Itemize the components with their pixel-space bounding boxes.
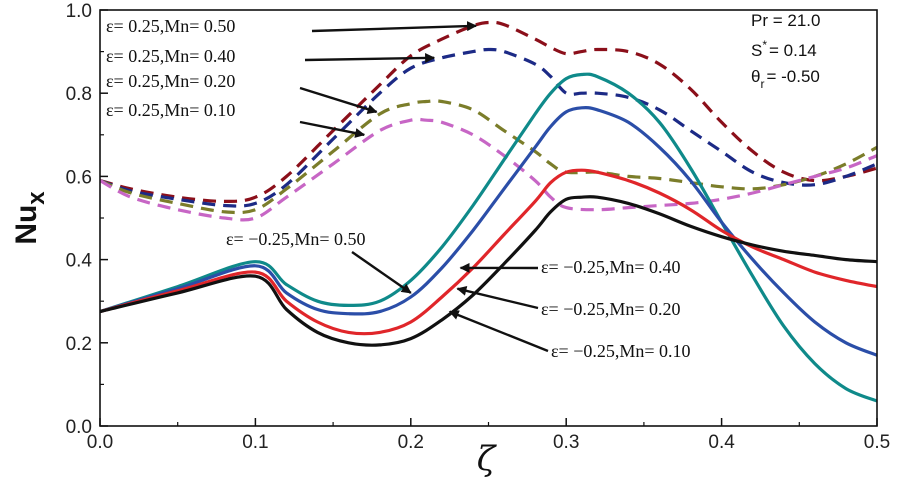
y-tick-label-2: 0.4 — [66, 251, 93, 272]
annotation-arrow-4 — [351, 251, 412, 294]
series-line-4 — [100, 72, 877, 403]
param-theta-sub: r — [760, 77, 764, 91]
y-tick-label-1: 0.2 — [66, 334, 92, 355]
param-pr: Pr = 21.0 — [751, 11, 820, 30]
y-axis-label: Nux — [10, 191, 50, 245]
series-line-6 — [100, 168, 877, 336]
x-axis-label: ζ — [477, 439, 498, 479]
legend-label-eps-pos-mn-050: ε= 0.25,Mn= 0.50 — [106, 16, 235, 36]
annotation-arrow-6 — [456, 285, 539, 310]
x-tick-label-0: 0.0 — [87, 432, 113, 453]
legend-label-eps-neg-mn-040: ε= −0.25,Mn= 0.40 — [541, 257, 681, 277]
x-tick-label-4: 0.4 — [708, 432, 735, 453]
annotation-arrow-3 — [299, 120, 366, 138]
series-line-1 — [100, 47, 877, 208]
y-tick-label-0: 0.0 — [66, 417, 92, 438]
x-tick-label-1: 0.1 — [242, 432, 268, 453]
legend-label-eps-pos-mn-010: ε= 0.25,Mn= 0.10 — [106, 100, 235, 120]
legend-label-eps-neg-mn-010: ε= −0.25,Mn= 0.10 — [551, 341, 691, 361]
y-tick-label-5: 1.0 — [66, 1, 92, 22]
legend-label-eps-neg-mn-020: ε= −0.25,Mn= 0.20 — [541, 299, 681, 319]
param-theta: θr = -0.50 — [751, 67, 820, 91]
legend-label-eps-neg-mn-050: ε= −0.25,Mn= 0.50 — [226, 229, 366, 249]
param-s-symbol: S — [751, 41, 762, 60]
annotation-arrow-7 — [448, 310, 549, 353]
arrow-layer — [299, 21, 549, 353]
series-line-0 — [100, 20, 877, 203]
annotation-arrow-2 — [299, 86, 378, 115]
y-axis-label-main: Nu — [10, 205, 43, 245]
tick-layer: 0.0 0.1 0.2 0.3 0.4 0.5 0.0 0.2 0.4 0.6 0.8 1.0 — [66, 1, 891, 453]
series-line-3 — [100, 117, 877, 222]
legend-label-eps-pos-mn-040: ε= 0.25,Mn= 0.40 — [106, 46, 235, 66]
param-theta-symbol: θ — [751, 67, 760, 86]
legend-label-eps-pos-mn-020: ε= 0.25,Mn= 0.20 — [106, 71, 235, 91]
svg-text:Nux: Nux — [10, 191, 50, 245]
x-tick-label-3: 0.3 — [553, 432, 579, 453]
param-s-sup: * — [762, 38, 767, 52]
y-axis-label-sub: x — [23, 191, 50, 205]
y-tick-label-3: 0.6 — [66, 167, 92, 188]
param-s: S* = 0.14 — [751, 38, 817, 60]
x-tick-label-5: 0.5 — [864, 432, 890, 453]
y-tick-label-4: 0.8 — [66, 84, 92, 105]
series-layer — [100, 20, 877, 403]
series-line-2 — [100, 99, 877, 215]
annotation-arrow-0 — [311, 21, 478, 33]
series-line-7 — [100, 195, 877, 347]
annotation-arrow-1 — [304, 52, 436, 63]
series-line-5 — [100, 106, 877, 357]
x-tick-label-2: 0.2 — [398, 432, 424, 453]
param-theta-value: = -0.50 — [766, 67, 819, 86]
param-s-value: = 0.14 — [769, 41, 817, 60]
